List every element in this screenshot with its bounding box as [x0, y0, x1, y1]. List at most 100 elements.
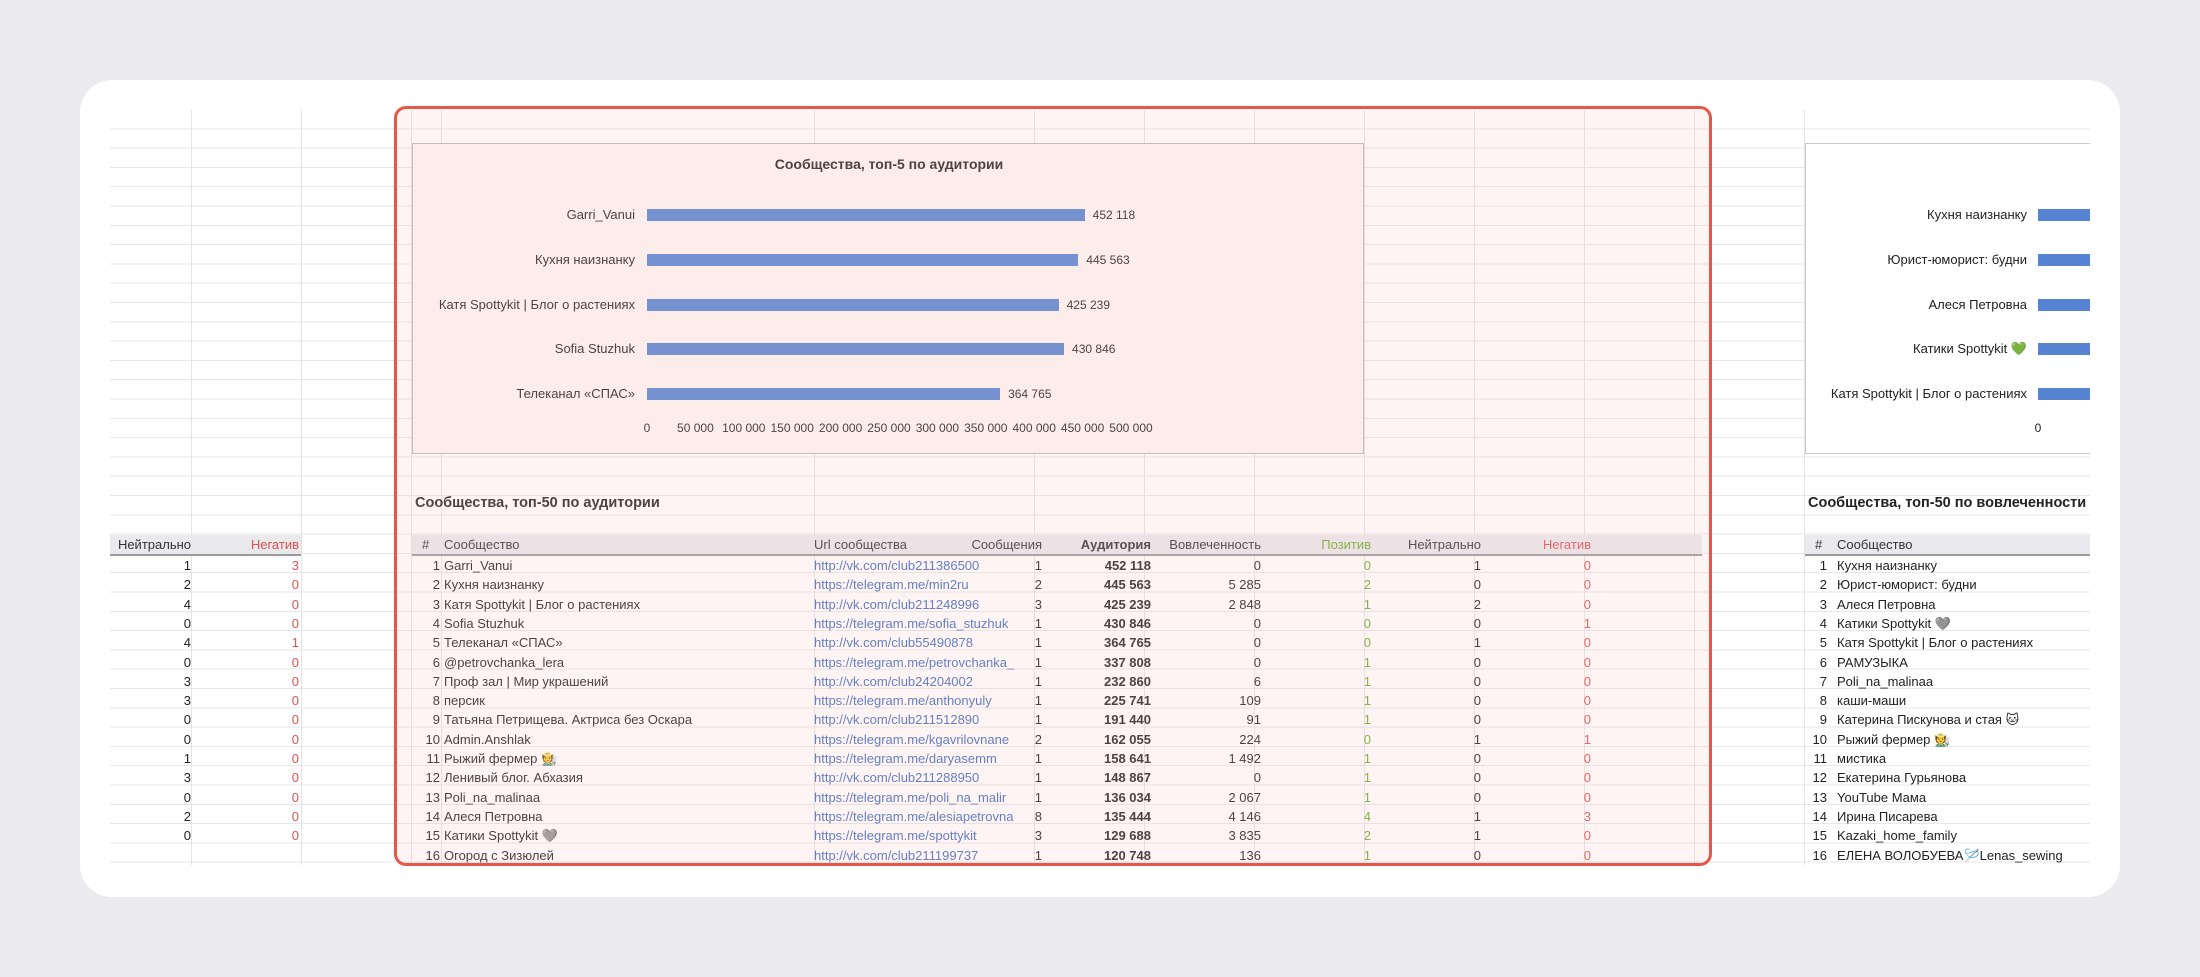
table-row[interactable]: 15 Катики Spottykit 🩶 https://telegram.me/…	[412, 826, 1702, 845]
table-row[interactable]: 3 Алеся Петровна	[1805, 595, 2090, 614]
table-row[interactable]: 9 Татьяна Петрищева. Актриса без Оскара ht…	[412, 710, 1702, 729]
table-row[interactable]: 8 каши-маши	[1805, 691, 2090, 710]
mentions-count: 1	[1034, 847, 1042, 863]
table-row[interactable]: 12 Ленивый блог. Абхазия http://vk.com/clu…	[412, 768, 1702, 787]
community-url-link[interactable]: http://vk.com/club211386500	[814, 558, 980, 573]
negative-count: 0	[291, 693, 299, 709]
table-row[interactable]: 14 Ирина Писарева	[1805, 807, 2090, 826]
table-row[interactable]: 6 @petrovchanka_lera https://telegram.me/…	[412, 653, 1702, 672]
community-url-link[interactable]: https://telegram.me/anthonyuly	[814, 693, 992, 709]
table-row[interactable]: 10 Рыжий фермер 🧑‍🌾	[1805, 730, 2090, 749]
table-row[interactable]: 12 Екатерина Гурьянова	[1805, 768, 2090, 787]
community-url-link[interactable]: https://telegram.me/kgavrilovnane	[814, 731, 1010, 747]
row-number: 14	[425, 808, 440, 824]
neutral-count: 0	[1473, 654, 1481, 670]
community-url-link[interactable]: http://vk.com/club211512890	[814, 712, 980, 728]
table-row[interactable]: 2 Юрист-юморист: будни	[1805, 575, 2090, 594]
table-row[interactable]: 13 Poli_na_malinaa https://telegram.me/pol…	[412, 788, 1702, 807]
audience-count: 148 867	[1104, 770, 1151, 786]
negative-count: 0	[291, 828, 299, 844]
community-url-link[interactable]: https://telegram.me/petrovchanka_	[814, 654, 1015, 670]
bar[interactable]	[2038, 388, 2090, 401]
negative-count: 0	[1583, 673, 1591, 689]
table-row[interactable]: 14 Алеся Петровна https://telegram.me/ales…	[412, 807, 1702, 826]
community-url-link[interactable]: https://telegram.me/spottykit	[814, 828, 977, 844]
table-row[interactable]: 5 Катя Spottykit | Блог о растениях	[1805, 633, 2090, 652]
table-row[interactable]: 13 YouTube Мама	[1805, 788, 2090, 807]
bar[interactable]	[647, 209, 1085, 221]
table-row[interactable]: 2 Кухня наизнанку https://telegram.me/min2…	[412, 575, 1702, 594]
audience-count: 445 563	[1104, 577, 1151, 593]
table-row[interactable]: 6 РАМУЗЫКА	[1805, 653, 2090, 672]
community-url-link[interactable]: https://telegram.me/min2ru	[814, 577, 969, 593]
community-url-link[interactable]: http://vk.com/club24204002	[814, 673, 973, 689]
table-row[interactable]: 11 мистика	[1805, 749, 2090, 768]
table-row[interactable]: 1 Кухня наизнанку	[1805, 556, 2090, 575]
header-positive: Позитив	[1321, 537, 1371, 552]
x-tick-label: 200 000	[818, 421, 863, 435]
table-row[interactable]: 7 Poli_na_malinaa	[1805, 672, 2090, 691]
row-number: 3	[1819, 596, 1827, 612]
table-row[interactable]: 8 персик https://telegram.me/anthonyuly 1 22…	[412, 691, 1702, 710]
table-row[interactable]: 10 Admin.Anshlak https://telegram.me/kgavr…	[412, 730, 1702, 749]
community-url-link[interactable]: https://telegram.me/sofia_stuzhuk	[814, 615, 1009, 631]
bar[interactable]	[2038, 343, 2090, 356]
table-row[interactable]: 4 Sofia Stuzhuk https://telegram.me/sofia_…	[412, 614, 1702, 633]
community-name: Екатерина Гурьянова	[1837, 770, 1967, 786]
negative-count: 0	[1583, 693, 1591, 709]
table-row[interactable]: 5 Телеканал «СПАС» http://vk.com/club55490…	[412, 633, 1702, 652]
data-label: 445 563	[1086, 252, 1130, 267]
row-number: 6	[1819, 654, 1827, 670]
x-tick-label: 150 000	[770, 421, 814, 435]
table-row[interactable]: 11 Рыжий фермер 🧑‍🌾 https://telegram.me/da…	[412, 749, 1702, 768]
positive-count: 1	[1363, 847, 1371, 863]
bar[interactable]	[647, 343, 1065, 356]
bar[interactable]	[2038, 298, 2090, 311]
community-name: Ирина Писарева	[1837, 808, 1938, 824]
neutral-count: 4	[183, 635, 191, 651]
community-url-link[interactable]: https://telegram.me/daryasemm	[814, 751, 997, 766]
community-url-link[interactable]: http://vk.com/club211199737	[814, 847, 979, 863]
mentions-count: 1	[1034, 712, 1042, 728]
neutral-count: 0	[1473, 577, 1481, 593]
header-negative: Негатив	[250, 537, 299, 552]
table-row[interactable]: 16 Огород с Зизюлей http://vk.com/club2111…	[412, 846, 1702, 865]
table-row[interactable]: 9 Катерина Пискунова и стая 🐱	[1805, 710, 2090, 729]
table-row[interactable]: 7 Проф зал | Мир украшений http://vk.com/c…	[412, 672, 1702, 691]
neutral-count: 0	[183, 615, 191, 631]
table-row[interactable]: 16 ЕЛЕНА ВОЛОБУЕВА🪡Lenas_sewing	[1805, 846, 2090, 865]
table-row[interactable]: 1 Garri_Vanui http://vk.com/club211386500 1…	[412, 556, 1702, 575]
community-url-link[interactable]: http://vk.com/club211248996	[814, 596, 980, 612]
audience-count: 364 765	[1104, 635, 1151, 651]
community-url-link[interactable]: http://vk.com/club55490878	[814, 635, 973, 651]
community-url-link[interactable]: https://telegram.me/poli_na_malir	[814, 789, 1007, 805]
neutral-count: 0	[1473, 673, 1481, 689]
bar[interactable]	[2038, 253, 2090, 266]
audience-count: 337 808	[1104, 654, 1151, 670]
bar[interactable]	[647, 388, 1001, 401]
audience-bar-chart[interactable]: Сообщества, топ-5 по аудитории Garri_Van…	[412, 143, 1364, 454]
negative-count: 0	[291, 751, 299, 766]
community-url-link[interactable]: http://vk.com/club211288950	[814, 770, 980, 786]
table-row[interactable]: 15 Kazaki_home_family	[1805, 826, 2090, 845]
community-name: Рыжий фермер 🧑‍🌾	[444, 751, 558, 766]
community-url-link[interactable]: https://telegram.me/alesiapetrovna	[814, 808, 1014, 824]
table-row[interactable]: 4 Катики Spottykit 🩶	[1805, 614, 2090, 633]
neutral-count: 2	[1473, 596, 1481, 612]
community-name: Катики Spottykit 🩶	[1837, 615, 1951, 631]
bar[interactable]	[2038, 209, 2090, 221]
bar[interactable]	[647, 298, 1059, 311]
engagement-bar-chart[interactable]: Кухня наизнанку Юрист-юморист: будни Алеся…	[1805, 143, 2090, 454]
mentions-count: 2	[1034, 577, 1042, 593]
community-name: каши-маши	[1837, 693, 1907, 709]
negative-count: 0	[1583, 789, 1591, 805]
row-number: 11	[426, 751, 441, 766]
bar[interactable]	[647, 253, 1079, 266]
mentions-count: 1	[1034, 635, 1042, 651]
community-name: Sofia Stuzhuk	[444, 615, 525, 631]
neutral-count: 3	[183, 673, 191, 689]
table-row[interactable]: 3 Катя Spottykit | Блог о растениях http:/…	[412, 595, 1702, 614]
category-label: Кухня наизнанку	[535, 251, 635, 267]
